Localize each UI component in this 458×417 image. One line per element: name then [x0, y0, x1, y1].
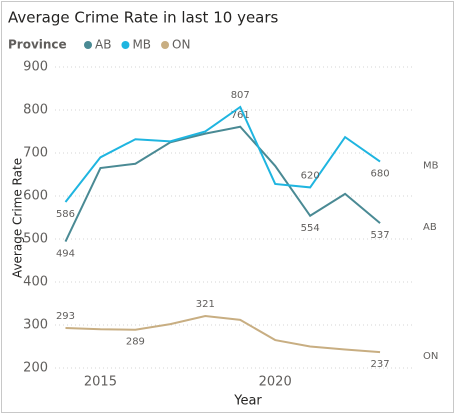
legend-marker	[84, 41, 92, 49]
data-label: 680	[371, 169, 390, 180]
series-line	[64, 105, 381, 203]
legend-label: ON	[172, 38, 190, 52]
data-label: 289	[126, 337, 145, 348]
data-label: 321	[196, 299, 215, 310]
legend-title: Province	[8, 38, 67, 52]
y-tick-label: 900	[23, 60, 48, 75]
y-tick-label: 400	[23, 275, 48, 290]
series-line	[65, 314, 381, 354]
data-label: 537	[371, 230, 390, 241]
legend-marker	[161, 41, 170, 49]
legend-label: AB	[95, 38, 111, 52]
data-label: 237	[371, 359, 390, 370]
y-tick-label: 700	[23, 146, 48, 161]
series-end-label: ON	[423, 351, 438, 362]
x-axis-label: Year	[233, 394, 262, 409]
series-end-label: MB	[423, 161, 439, 172]
data-label: 761	[231, 110, 250, 121]
legend-label: MB	[132, 38, 151, 52]
series-end-label: AB	[423, 222, 437, 233]
y-tick-label: 300	[23, 318, 48, 333]
legend-marker	[121, 41, 130, 49]
x-tick-label: 2020	[259, 375, 292, 390]
series-line	[64, 125, 381, 243]
y-axis-label: Average Crime Rate	[11, 158, 25, 278]
frame	[1, 1, 454, 413]
data-label: 554	[301, 223, 320, 234]
data-label: 807	[231, 90, 250, 101]
y-tick-label: 600	[23, 189, 48, 204]
data-label: 620	[301, 170, 320, 181]
x-tick-label: 2015	[84, 375, 117, 390]
y-tick-label: 800	[23, 103, 48, 118]
y-tick-label: 500	[23, 232, 48, 247]
data-label: 586	[56, 209, 75, 220]
data-label: 293	[56, 311, 75, 322]
chart-title: Average Crime Rate in last 10 years	[8, 9, 279, 27]
y-tick-label: 200	[23, 361, 48, 376]
data-label: 494	[56, 249, 75, 260]
